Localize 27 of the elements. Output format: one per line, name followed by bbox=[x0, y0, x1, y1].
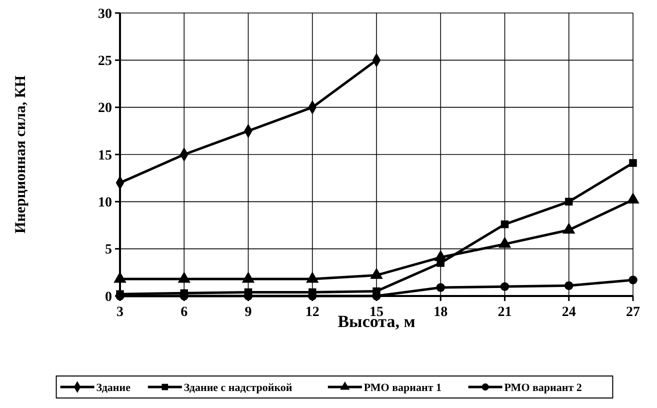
y-tick-label: 30 bbox=[98, 6, 112, 22]
point bbox=[629, 159, 637, 167]
y-tick-label: 5 bbox=[105, 242, 112, 258]
x-tick-label: 3 bbox=[116, 305, 124, 320]
legend-label: Здание с надстройкой bbox=[184, 382, 293, 394]
x-tick-label: 18 bbox=[434, 305, 448, 320]
x-tick-label: 24 bbox=[562, 305, 576, 320]
point bbox=[500, 282, 510, 291]
legend-label: РМО вариант 2 bbox=[504, 382, 582, 394]
x-tick-label: 9 bbox=[244, 305, 252, 320]
point bbox=[564, 281, 574, 290]
x-tick-label: 21 bbox=[498, 305, 512, 320]
point bbox=[565, 198, 573, 206]
y-tick-label: 10 bbox=[98, 196, 112, 211]
legend-label: Здание bbox=[96, 382, 131, 394]
x-tick-label: 27 bbox=[626, 305, 640, 320]
legend-label: РМО вариант 1 bbox=[364, 382, 442, 394]
point bbox=[436, 283, 445, 292]
y-axis-title: Инерционная сила, КН bbox=[13, 75, 29, 234]
point bbox=[628, 276, 638, 284]
point bbox=[500, 220, 509, 228]
y-tick-label: 15 bbox=[98, 148, 112, 164]
y-tick-label: 25 bbox=[98, 54, 112, 70]
y-tick-label: 0 bbox=[105, 290, 112, 305]
x-tick-label: 12 bbox=[305, 305, 320, 320]
x-tick-label: 6 bbox=[180, 305, 188, 320]
y-tick-label: 20 bbox=[98, 101, 112, 116]
